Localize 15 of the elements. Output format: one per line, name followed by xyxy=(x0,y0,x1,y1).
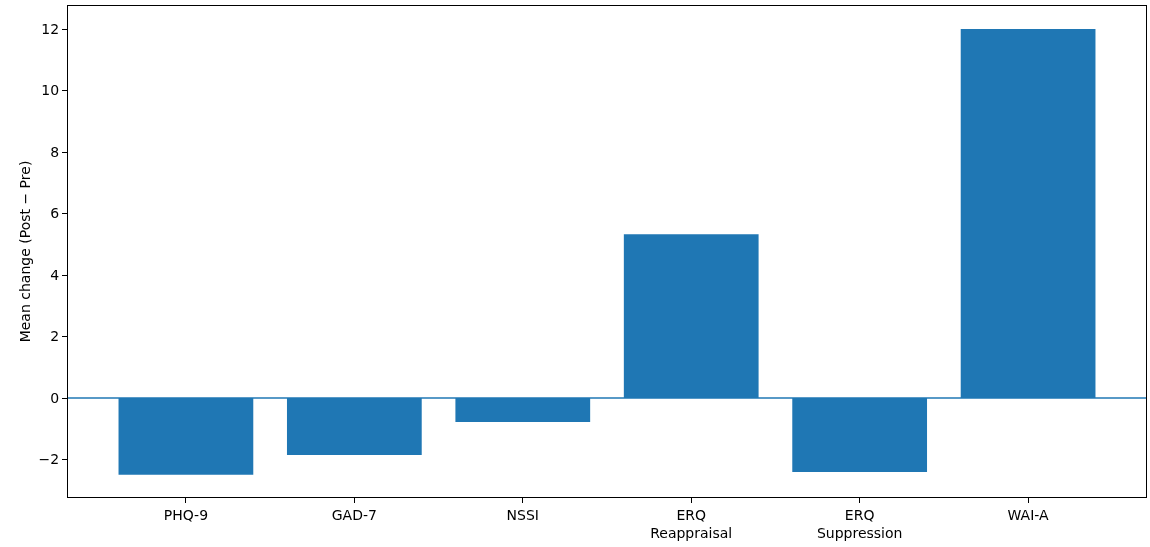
x-tick-label: GAD-7 xyxy=(331,506,377,523)
y-tick-label: 12 xyxy=(41,20,60,37)
y-tick-label: 4 xyxy=(50,266,60,283)
y-tick-label: −2 xyxy=(38,451,60,468)
y-tick-label: 2 xyxy=(50,328,60,345)
x-tick-label: NSSI xyxy=(506,506,539,523)
y-tick-label: 6 xyxy=(50,205,60,222)
y-axis-title: Mean change (Post − Pre) xyxy=(17,160,33,343)
x-tick-label: WAI-A xyxy=(1007,506,1050,523)
x-tick-label: ERQ Suppression xyxy=(816,506,903,541)
y-tick-label: 0 xyxy=(50,389,60,406)
x-tick-label: ERQ Reappraisal xyxy=(650,506,733,541)
y-tick-label: 10 xyxy=(41,82,60,99)
y-tick-label: 8 xyxy=(50,143,60,160)
x-tick-label: PHQ-9 xyxy=(163,506,209,523)
